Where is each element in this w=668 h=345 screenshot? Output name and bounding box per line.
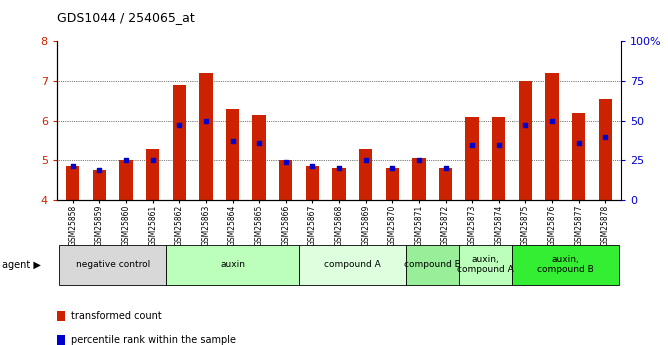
Bar	[253, 115, 266, 200]
Point	[147, 158, 158, 163]
Text: compound A: compound A	[324, 260, 381, 269]
Bar	[599, 99, 612, 200]
Point	[227, 138, 238, 144]
Point	[467, 142, 478, 147]
Bar	[385, 168, 399, 200]
Bar	[146, 148, 159, 200]
Point	[387, 166, 397, 171]
Point	[600, 134, 611, 139]
Bar	[359, 148, 372, 200]
Bar	[572, 113, 585, 200]
Bar	[439, 168, 452, 200]
Bar	[199, 73, 212, 200]
Bar	[545, 73, 558, 200]
Text: auxin: auxin	[220, 260, 245, 269]
Point	[121, 158, 132, 163]
Bar	[492, 117, 506, 200]
Point	[334, 166, 345, 171]
Point	[67, 164, 78, 169]
Text: transformed count: transformed count	[71, 311, 162, 321]
Bar	[333, 168, 345, 200]
Point	[281, 160, 291, 165]
Text: agent ▶: agent ▶	[2, 260, 41, 270]
Text: percentile rank within the sample: percentile rank within the sample	[71, 335, 236, 345]
Bar	[412, 158, 426, 200]
Point	[494, 142, 504, 147]
Point	[174, 122, 184, 127]
Point	[546, 118, 557, 124]
Bar	[172, 85, 186, 200]
Bar	[120, 160, 133, 200]
Bar	[519, 81, 532, 200]
Point	[94, 168, 105, 173]
Bar	[66, 166, 79, 200]
Point	[413, 158, 424, 163]
Point	[520, 122, 531, 127]
Text: negative control: negative control	[75, 260, 150, 269]
Text: auxin,
compound B: auxin, compound B	[537, 255, 594, 275]
Text: auxin,
compound A: auxin, compound A	[457, 255, 514, 275]
Text: GDS1044 / 254065_at: GDS1044 / 254065_at	[57, 11, 194, 24]
Point	[440, 166, 451, 171]
Bar	[226, 109, 239, 200]
Point	[360, 158, 371, 163]
Bar	[279, 160, 293, 200]
Point	[307, 164, 318, 169]
Bar	[466, 117, 479, 200]
Point	[573, 140, 584, 145]
Bar	[93, 170, 106, 200]
Bar	[306, 166, 319, 200]
Point	[254, 140, 265, 145]
Text: compound B: compound B	[404, 260, 460, 269]
Point	[200, 118, 211, 124]
